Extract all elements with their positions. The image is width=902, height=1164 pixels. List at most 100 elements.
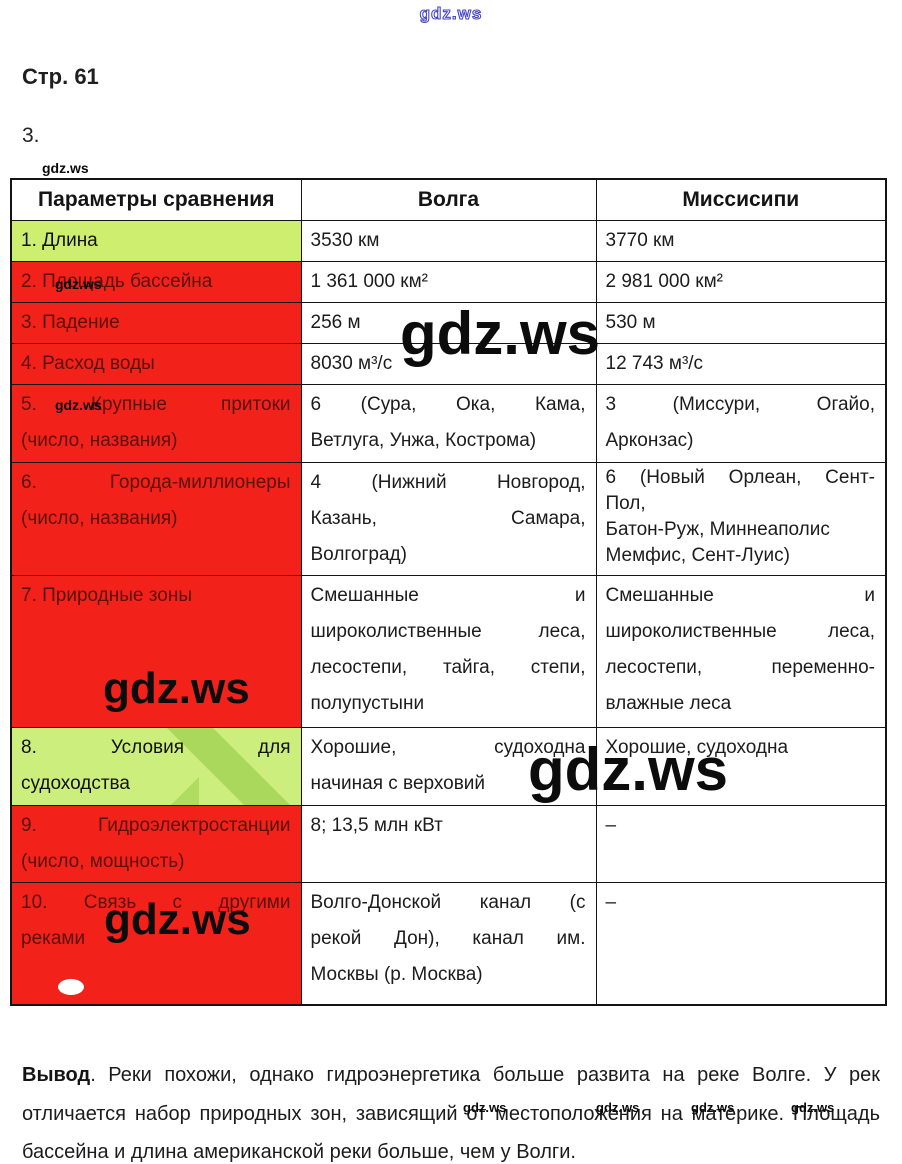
cell-line: реками: [21, 928, 86, 949]
mississippi-cell: 530 м: [595, 302, 887, 344]
cell-line: (число, названия): [21, 508, 178, 529]
table-row: 10. Связь с другими реками Волго-Донской к…: [10, 882, 887, 1005]
cell-line: Мемфис, Сент-Луис): [605, 545, 790, 566]
cell-line: судоходства: [21, 773, 130, 794]
cell-line: 6. Города-миллионеры: [21, 472, 291, 493]
table-row: 5. Крупные притоки (число, названия) 6 (Су…: [10, 384, 887, 463]
cell-line: 2 981 000 км²: [605, 271, 724, 292]
cell-line: Волго-Донской канал (с: [310, 892, 586, 913]
cell-line: Хорошие, судоходна: [605, 737, 789, 758]
cell-line: (число, названия): [21, 430, 178, 451]
cell-line: 5. Крупные притоки: [21, 394, 291, 415]
cell-line: Батон-Руж, Миннеаполис: [605, 519, 830, 540]
param-cell: 6. Города-миллионеры (число, названия): [10, 462, 302, 576]
cell-line: 256 м: [310, 312, 361, 333]
volga-cell: 4 (Нижний Новгород, Казань, Самара, Волгог…: [300, 462, 597, 576]
mississippi-cell: 6 (Новый Орлеан, Сент- Пол, Батон-Руж, Мин…: [595, 462, 887, 576]
cell-line: Казань, Самара,: [310, 508, 586, 529]
mississippi-cell: Смешанные и широколиственные леса, лесосте…: [595, 575, 887, 728]
cell-line: рекой Дон), канал им.: [310, 928, 586, 949]
cell-line: 3530 км: [310, 230, 380, 251]
cell-line: –: [605, 892, 617, 913]
table-row: 3. Падение 256 м 530 м: [10, 302, 887, 344]
param-cell: 1. Длина: [10, 220, 302, 262]
cell-line: Волгоград): [310, 544, 407, 565]
mississippi-cell: 3770 км: [595, 220, 887, 262]
mississippi-cell: –: [595, 805, 887, 883]
volga-cell: Смешанные и широколиственные леса, лесосте…: [300, 575, 597, 728]
table-row: 8. Условия для судоходства Хорошие, судохо…: [10, 727, 887, 806]
param-cell: 7. Природные зоны: [10, 575, 302, 728]
conclusion-label: Вывод: [22, 1064, 91, 1086]
mississippi-cell: 12 743 м³/с: [595, 343, 887, 385]
cell-line: лесостепи, переменно-: [605, 657, 876, 678]
cell-line: влажные леса: [605, 693, 732, 714]
scan-artifact-notch: [58, 979, 84, 995]
gdzws-watermark: gdz.ws: [419, 3, 483, 23]
table-row: 7. Природные зоны Смешанные и широколистве…: [10, 575, 887, 728]
cell-line: –: [605, 815, 617, 836]
table-row: 9. Гидроэлектростанции (число, мощность) 8…: [10, 805, 887, 883]
cell-line: 3770 км: [605, 230, 675, 251]
header-parameters: Параметры сравнения: [10, 178, 302, 221]
cell-line: 1 361 000 км²: [310, 271, 429, 292]
cell-line: 8030 м³/с: [310, 353, 393, 374]
cell-line: 6 (Сура, Ока, Кама,: [310, 394, 586, 415]
table-row: 1. Длина 3530 км 3770 км: [10, 220, 887, 262]
cell-line: 7. Природные зоны: [21, 585, 192, 606]
mississippi-cell: –: [595, 882, 887, 1005]
cell-line: 10. Связь с другими: [21, 892, 291, 913]
cell-line: Пол,: [605, 493, 646, 514]
volga-cell: 8030 м³/с: [300, 343, 597, 385]
cell-line: начиная с верховий: [310, 773, 486, 794]
table-header-row: Параметры сравнения Волга Миссисипи: [10, 178, 887, 221]
cell-line: лесостепи, тайга, степи,: [310, 657, 586, 678]
cell-line: 6 (Новый Орлеан, Сент-: [605, 467, 876, 488]
task-number: 3.: [22, 124, 40, 147]
volga-cell: Хорошие, судоходна начиная с верховий: [300, 727, 597, 806]
param-cell: 4. Расход воды: [10, 343, 302, 385]
cell-line: Смешанные и: [310, 585, 586, 606]
volga-cell: 1 361 000 км²: [300, 261, 597, 303]
table-row: 4. Расход воды 8030 м³/с 12 743 м³/с: [10, 343, 887, 385]
cell-line: 4 (Нижний Новгород,: [310, 472, 586, 493]
volga-cell: 8; 13,5 млн кВт: [300, 805, 597, 883]
cell-line: 3 (Миссури, Огайо,: [605, 394, 876, 415]
cell-line: 2. Площадь бассейна: [21, 271, 213, 292]
volga-cell: 3530 км: [300, 220, 597, 262]
cell-line: 9. Гидроэлектростанции: [21, 815, 291, 836]
cell-line: 3. Падение: [21, 312, 120, 333]
param-cell: 5. Крупные притоки (число, названия): [10, 384, 302, 463]
volga-cell: Волго-Донской канал (с рекой Дон), канал …: [300, 882, 597, 1005]
param-cell: 9. Гидроэлектростанции (число, мощность): [10, 805, 302, 883]
cell-line: Арконзас): [605, 430, 694, 451]
cell-line: 8; 13,5 млн кВт: [310, 815, 443, 836]
cell-line: 530 м: [605, 312, 656, 333]
page-title: Стр. 61: [22, 64, 99, 89]
param-cell: 10. Связь с другими реками: [10, 882, 302, 1005]
cell-line: полупустыни: [310, 693, 425, 714]
param-cell: 2. Площадь бассейна: [10, 261, 302, 303]
cell-line: широколиственные леса,: [310, 621, 586, 642]
cell-line: (число, мощность): [21, 851, 185, 872]
mississippi-cell: Хорошие, судоходна: [595, 727, 887, 806]
cell-line: Ветлуга, Унжа, Кострома): [310, 430, 537, 451]
volga-cell: 256 м: [300, 302, 597, 344]
gdzws-watermark: gdz.ws: [42, 160, 89, 176]
mississippi-cell: 2 981 000 км²: [595, 261, 887, 303]
cell-line: Хорошие, судоходна: [310, 737, 586, 758]
table-row: 2. Площадь бассейна 1 361 000 км² 2 981 00…: [10, 261, 887, 303]
cell-line: широколиственные леса,: [605, 621, 876, 642]
cell-line: Москвы (р. Москва): [310, 964, 483, 985]
rivers-comparison-table: Параметры сравнения Волга Миссисипи 1. Д…: [10, 178, 887, 1006]
conclusion-text: . Реки похожи, однако гидроэнергетика бо…: [22, 1064, 880, 1163]
cell-line: 8. Условия для: [21, 737, 291, 758]
cell-line: 1. Длина: [21, 230, 98, 251]
table-row: 6. Города-миллионеры (число, названия) 4 (…: [10, 462, 887, 576]
cell-line: Смешанные и: [605, 585, 876, 606]
param-cell: 8. Условия для судоходства: [10, 727, 302, 806]
param-cell: 3. Падение: [10, 302, 302, 344]
header-volga: Волга: [300, 178, 597, 221]
volga-cell: 6 (Сура, Ока, Кама, Ветлуга, Унжа, Костро…: [300, 384, 597, 463]
